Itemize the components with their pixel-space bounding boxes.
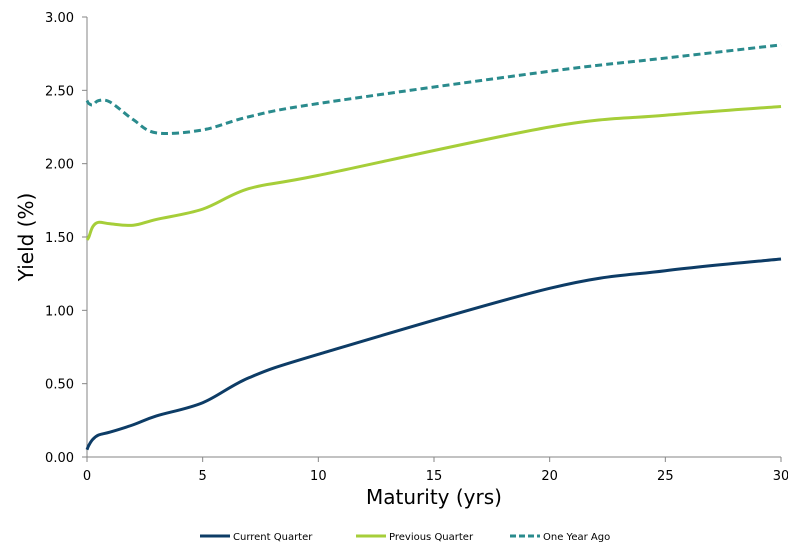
y-tick-label: 2.00 bbox=[45, 158, 74, 173]
x-tick-label: 10 bbox=[310, 469, 327, 484]
legend-label-current-quarter: Current Quarter bbox=[233, 532, 313, 543]
y-tick-label: 2.50 bbox=[45, 84, 74, 99]
legend: Current Quarter Previous Quarter One Year … bbox=[200, 532, 610, 543]
legend-label-previous-quarter: Previous Quarter bbox=[389, 532, 474, 543]
x-axis-title: Maturity (yrs) bbox=[366, 485, 502, 509]
y-tick-label: 1.50 bbox=[45, 231, 74, 246]
x-tick-label: 20 bbox=[541, 469, 558, 484]
x-tick-label: 30 bbox=[773, 469, 788, 484]
legend-label-one-year-ago: One Year Ago bbox=[543, 532, 610, 543]
x-tick-label: 15 bbox=[426, 469, 443, 484]
series-line-current-quarter bbox=[85, 257, 782, 451]
y-axis-title: Yield (%) bbox=[14, 193, 38, 283]
series-line-previous-quarter bbox=[85, 104, 782, 241]
x-tick-label: 25 bbox=[657, 469, 674, 484]
x-tick-label: 0 bbox=[83, 469, 91, 484]
series-line-one-year-ago bbox=[85, 43, 782, 136]
y-tick-label: 1.00 bbox=[45, 304, 74, 319]
x-tick-label: 5 bbox=[199, 469, 207, 484]
y-tick-label: 3.00 bbox=[45, 11, 74, 26]
y-tick-label: 0.00 bbox=[45, 451, 74, 466]
series-layer bbox=[85, 43, 782, 451]
plot-area: 0.00 0.50 1.00 1.50 2.00 2.50 3.00 0 5 10 15 20 25 30 bbox=[45, 11, 788, 484]
y-tick-label: 0.50 bbox=[45, 378, 74, 393]
